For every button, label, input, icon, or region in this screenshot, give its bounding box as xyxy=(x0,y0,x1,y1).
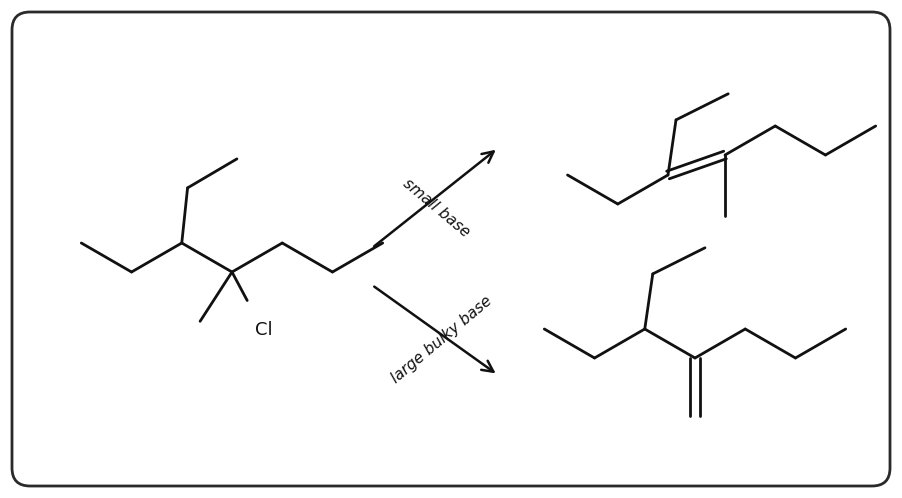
Text: small base: small base xyxy=(400,176,473,240)
Text: large bulky base: large bulky base xyxy=(388,294,494,386)
Text: Cl: Cl xyxy=(255,321,272,339)
FancyBboxPatch shape xyxy=(12,12,890,486)
